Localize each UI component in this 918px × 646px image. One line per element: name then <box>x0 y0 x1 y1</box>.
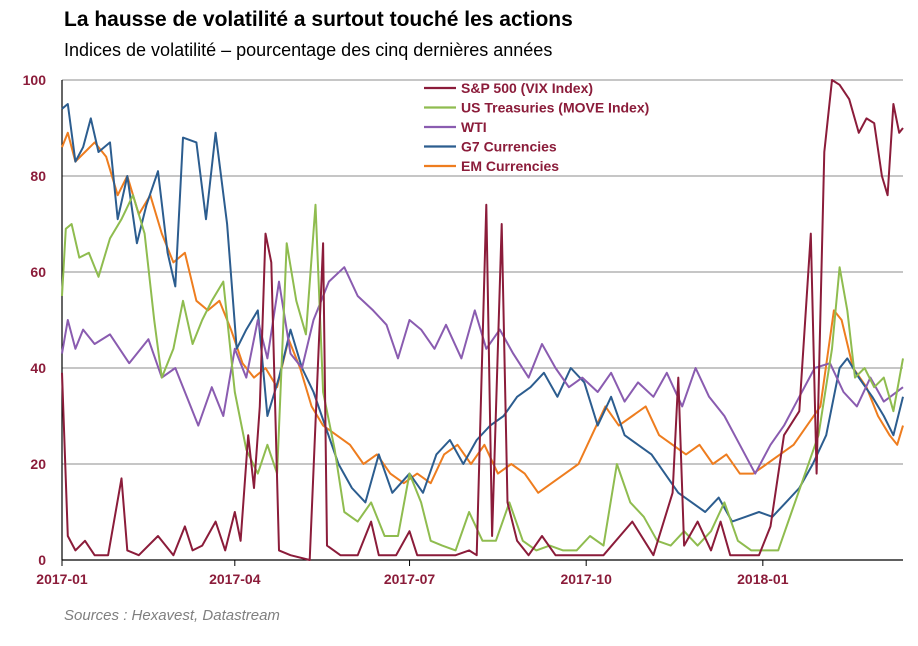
series-lines <box>61 79 904 561</box>
legend: S&P 500 (VIX Index) US Treasuries (MOVE I… <box>424 80 649 174</box>
source-note: Sources : Hexavest, Datastream <box>64 607 280 624</box>
legend-label: US Treasuries (MOVE Index) <box>461 100 649 116</box>
series-line-0 <box>61 79 904 561</box>
x-tick-label: 2017-01 <box>36 571 88 587</box>
series-line-4 <box>61 131 904 494</box>
legend-label: WTI <box>461 119 487 135</box>
y-tick-label: 0 <box>38 552 46 568</box>
x-tick-label: 2017-07 <box>384 571 436 587</box>
series-line-1 <box>61 194 904 552</box>
x-tick-label: 2018-01 <box>737 571 789 587</box>
series-line-3 <box>61 103 904 523</box>
axes: 0 20 40 60 80 100 2017-01 2017-04 2017-07 2017-10… <box>23 72 903 587</box>
gridlines <box>62 79 903 465</box>
chart-subtitle: Indices de volatilité – pourcentage des … <box>64 40 553 60</box>
x-tick-label: 2017-04 <box>209 571 261 587</box>
y-tick-label: 20 <box>30 456 46 472</box>
series-line-2 <box>61 266 904 475</box>
y-tick-label: 100 <box>23 72 47 88</box>
y-tick-label: 80 <box>30 168 46 184</box>
legend-label: S&P 500 (VIX Index) <box>461 80 593 96</box>
legend-label: G7 Currencies <box>461 139 557 155</box>
x-tick-label: 2017-10 <box>560 571 612 587</box>
y-tick-label: 60 <box>30 264 46 280</box>
y-tick-label: 40 <box>30 360 46 376</box>
legend-label: EM Currencies <box>461 158 559 174</box>
chart-title: La hausse de volatilité a surtout touché… <box>64 8 573 31</box>
